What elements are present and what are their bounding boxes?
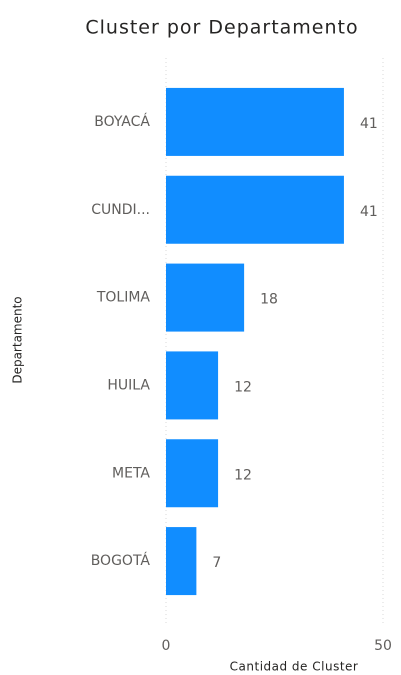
chart-title: Cluster por Departamento	[85, 17, 358, 39]
data-label: 41	[360, 116, 378, 132]
data-label: 12	[234, 379, 252, 395]
data-label: 7	[212, 555, 221, 571]
y-axis-title: Departamento	[11, 296, 25, 383]
x-tick-label: 0	[162, 638, 171, 654]
data-label: 41	[360, 204, 378, 220]
bar	[166, 351, 219, 420]
y-tick-label: CUNDI...	[91, 202, 150, 218]
bar	[166, 175, 344, 244]
x-tick-label: 50	[374, 638, 392, 654]
y-tick-label: TOLIMA	[96, 290, 151, 306]
data-label: 18	[260, 292, 278, 308]
y-tick-label: HUILA	[107, 377, 150, 393]
y-tick-label: BOYACÁ	[94, 113, 150, 130]
bar	[166, 527, 197, 596]
y-tick-label: BOGOTÁ	[91, 552, 151, 569]
bar	[166, 87, 344, 156]
data-label: 12	[234, 467, 252, 483]
bar	[166, 439, 219, 508]
bar	[166, 263, 245, 332]
y-tick-label: META	[112, 465, 150, 481]
x-axis-title: Cantidad de Cluster	[230, 660, 359, 674]
